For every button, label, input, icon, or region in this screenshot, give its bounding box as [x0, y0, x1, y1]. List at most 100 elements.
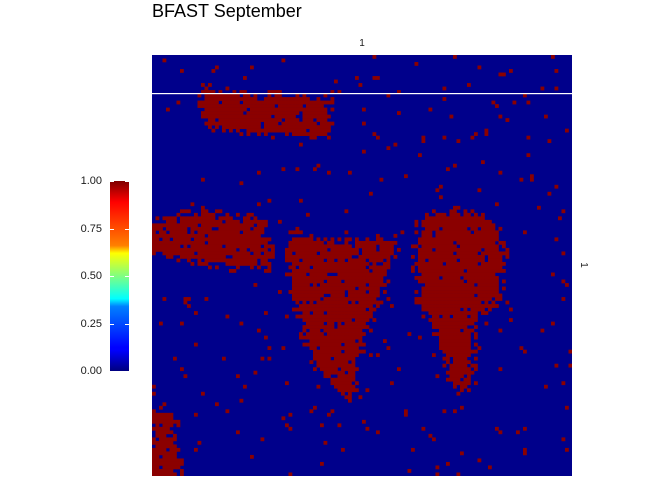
heatmap-cell	[456, 332, 461, 336]
heatmap-cell	[169, 223, 174, 228]
heatmap-cell	[470, 307, 475, 312]
heatmap-cell	[467, 240, 471, 245]
heatmap-cell	[292, 121, 296, 126]
heatmap-cell	[386, 247, 391, 252]
heatmap-cell	[523, 451, 527, 456]
heatmap-cell	[330, 97, 335, 101]
heatmap-cell	[474, 314, 478, 319]
heatmap-cell	[302, 290, 307, 294]
heatmap-cell	[306, 325, 310, 329]
heatmap-cell	[236, 114, 240, 119]
heatmap-cell	[442, 212, 447, 217]
heatmap-cell	[470, 209, 475, 214]
heatmap-cell	[460, 363, 464, 368]
heatmap-cell	[299, 100, 303, 105]
heatmap-cell	[341, 356, 345, 361]
heatmap-cell	[218, 209, 223, 214]
heatmap-cell	[264, 114, 268, 119]
heatmap-cell	[446, 356, 450, 361]
heatmap-cell	[306, 104, 310, 108]
heatmap-cell	[474, 247, 478, 252]
heatmap-cell	[460, 283, 464, 287]
heatmap-cell	[435, 233, 440, 238]
heatmap-cell	[208, 226, 212, 231]
heatmap-cell	[264, 244, 268, 249]
heatmap-cell	[348, 283, 352, 287]
heatmap-cell	[218, 244, 223, 249]
heatmap-cell	[162, 451, 167, 456]
heatmap-cell	[250, 128, 254, 133]
heatmap-cell	[474, 356, 478, 361]
heatmap-cell	[239, 107, 244, 112]
heatmap-cell	[274, 111, 279, 115]
heatmap-cell	[285, 254, 289, 259]
heatmap-cell	[320, 321, 324, 326]
heatmap-cell	[173, 458, 177, 463]
heatmap-cell	[344, 300, 349, 305]
heatmap-cell	[442, 307, 447, 312]
heatmap-cell	[432, 321, 436, 326]
heatmap-cell	[264, 111, 268, 115]
heatmap-cell	[341, 286, 345, 291]
heatmap-cell	[337, 360, 342, 365]
heatmap-cell	[327, 254, 331, 259]
heatmap-cell	[351, 283, 356, 287]
heatmap-cell	[446, 307, 450, 312]
heatmap-cell	[229, 233, 233, 238]
heatmap-cell	[463, 363, 468, 368]
heatmap-cell	[218, 97, 223, 101]
heatmap-cell	[379, 272, 384, 277]
heatmap-cell	[320, 300, 324, 305]
heatmap-cell	[428, 307, 433, 312]
heatmap-cell	[292, 111, 296, 115]
heatmap-cell	[292, 258, 296, 263]
heatmap-cell	[295, 254, 300, 259]
heatmap-cell	[229, 251, 233, 256]
heatmap-cell	[351, 325, 356, 329]
heatmap-cell	[467, 269, 471, 273]
heatmap-cell	[474, 276, 478, 280]
chart-title: BFAST September	[152, 1, 302, 21]
heatmap-cell	[498, 269, 503, 273]
heatmap-cell	[309, 339, 314, 343]
heatmap-cell	[316, 272, 321, 277]
heatmap-cell	[236, 125, 240, 129]
heatmap-cell	[211, 251, 216, 256]
legend-tick-mark	[125, 228, 129, 230]
heatmap-cell	[201, 237, 205, 242]
heatmap-cell	[159, 321, 163, 326]
heatmap-cell	[239, 226, 244, 231]
heatmap-cell	[194, 233, 198, 238]
heatmap-cell	[281, 346, 286, 350]
heatmap-cell	[236, 107, 240, 112]
heatmap-cell	[281, 111, 286, 115]
heatmap-cell	[327, 307, 331, 312]
heatmap-cell	[323, 121, 328, 126]
heatmap-cell	[481, 230, 485, 235]
heatmap-cell	[309, 276, 314, 280]
heatmap-cell	[313, 311, 317, 315]
heatmap-cell	[516, 430, 520, 435]
heatmap-cell	[372, 247, 377, 252]
heatmap-cell	[491, 240, 496, 245]
heatmap-cell	[362, 349, 366, 354]
heatmap-cell	[208, 90, 212, 94]
heatmap-cell	[222, 254, 226, 259]
heatmap-cell	[337, 254, 342, 259]
heatmap-cell	[428, 223, 433, 228]
heatmap-cell	[201, 226, 205, 231]
heatmap-cell	[218, 233, 223, 238]
heatmap-cell	[166, 244, 170, 249]
heatmap-cell	[320, 332, 324, 336]
heatmap-cell	[365, 311, 370, 315]
heatmap-cell	[260, 226, 265, 231]
heatmap-cell	[299, 198, 303, 203]
heatmap-cell	[463, 251, 468, 256]
heatmap-cell	[253, 114, 258, 119]
heatmap-cell	[439, 261, 443, 266]
heatmap-cell	[337, 251, 342, 256]
heatmap-cell	[243, 237, 247, 242]
heatmap-cell	[183, 216, 188, 221]
heatmap-cell	[467, 388, 471, 393]
heatmap-cell	[348, 367, 352, 372]
